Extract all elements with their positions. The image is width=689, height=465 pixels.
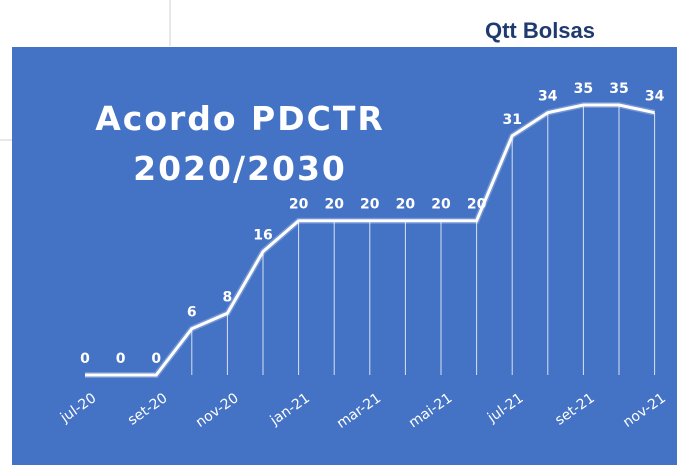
data-label: 20 <box>324 197 344 213</box>
header-title: Qtt Bolsas <box>485 18 595 43</box>
data-label: 8 <box>223 289 233 305</box>
data-label: 34 <box>645 89 665 105</box>
data-label: 20 <box>467 197 487 213</box>
data-label: 0 <box>80 351 90 367</box>
data-label: 31 <box>502 112 521 128</box>
data-label: 35 <box>574 81 593 97</box>
data-label: 34 <box>538 89 558 105</box>
chart-title: 2020/2030 <box>133 149 347 188</box>
data-label: 20 <box>396 197 416 213</box>
data-label: 0 <box>151 351 161 367</box>
data-label: 20 <box>289 197 309 213</box>
data-label: 35 <box>609 81 628 97</box>
data-label: 6 <box>187 305 197 321</box>
data-label: 0 <box>116 351 126 367</box>
chart-area <box>12 47 677 465</box>
line <box>85 103 655 377</box>
data-label: 16 <box>253 228 272 244</box>
data-label: 20 <box>360 197 380 213</box>
chart-title: Acordo PDCTR <box>95 99 385 138</box>
data-label: 20 <box>431 197 451 213</box>
